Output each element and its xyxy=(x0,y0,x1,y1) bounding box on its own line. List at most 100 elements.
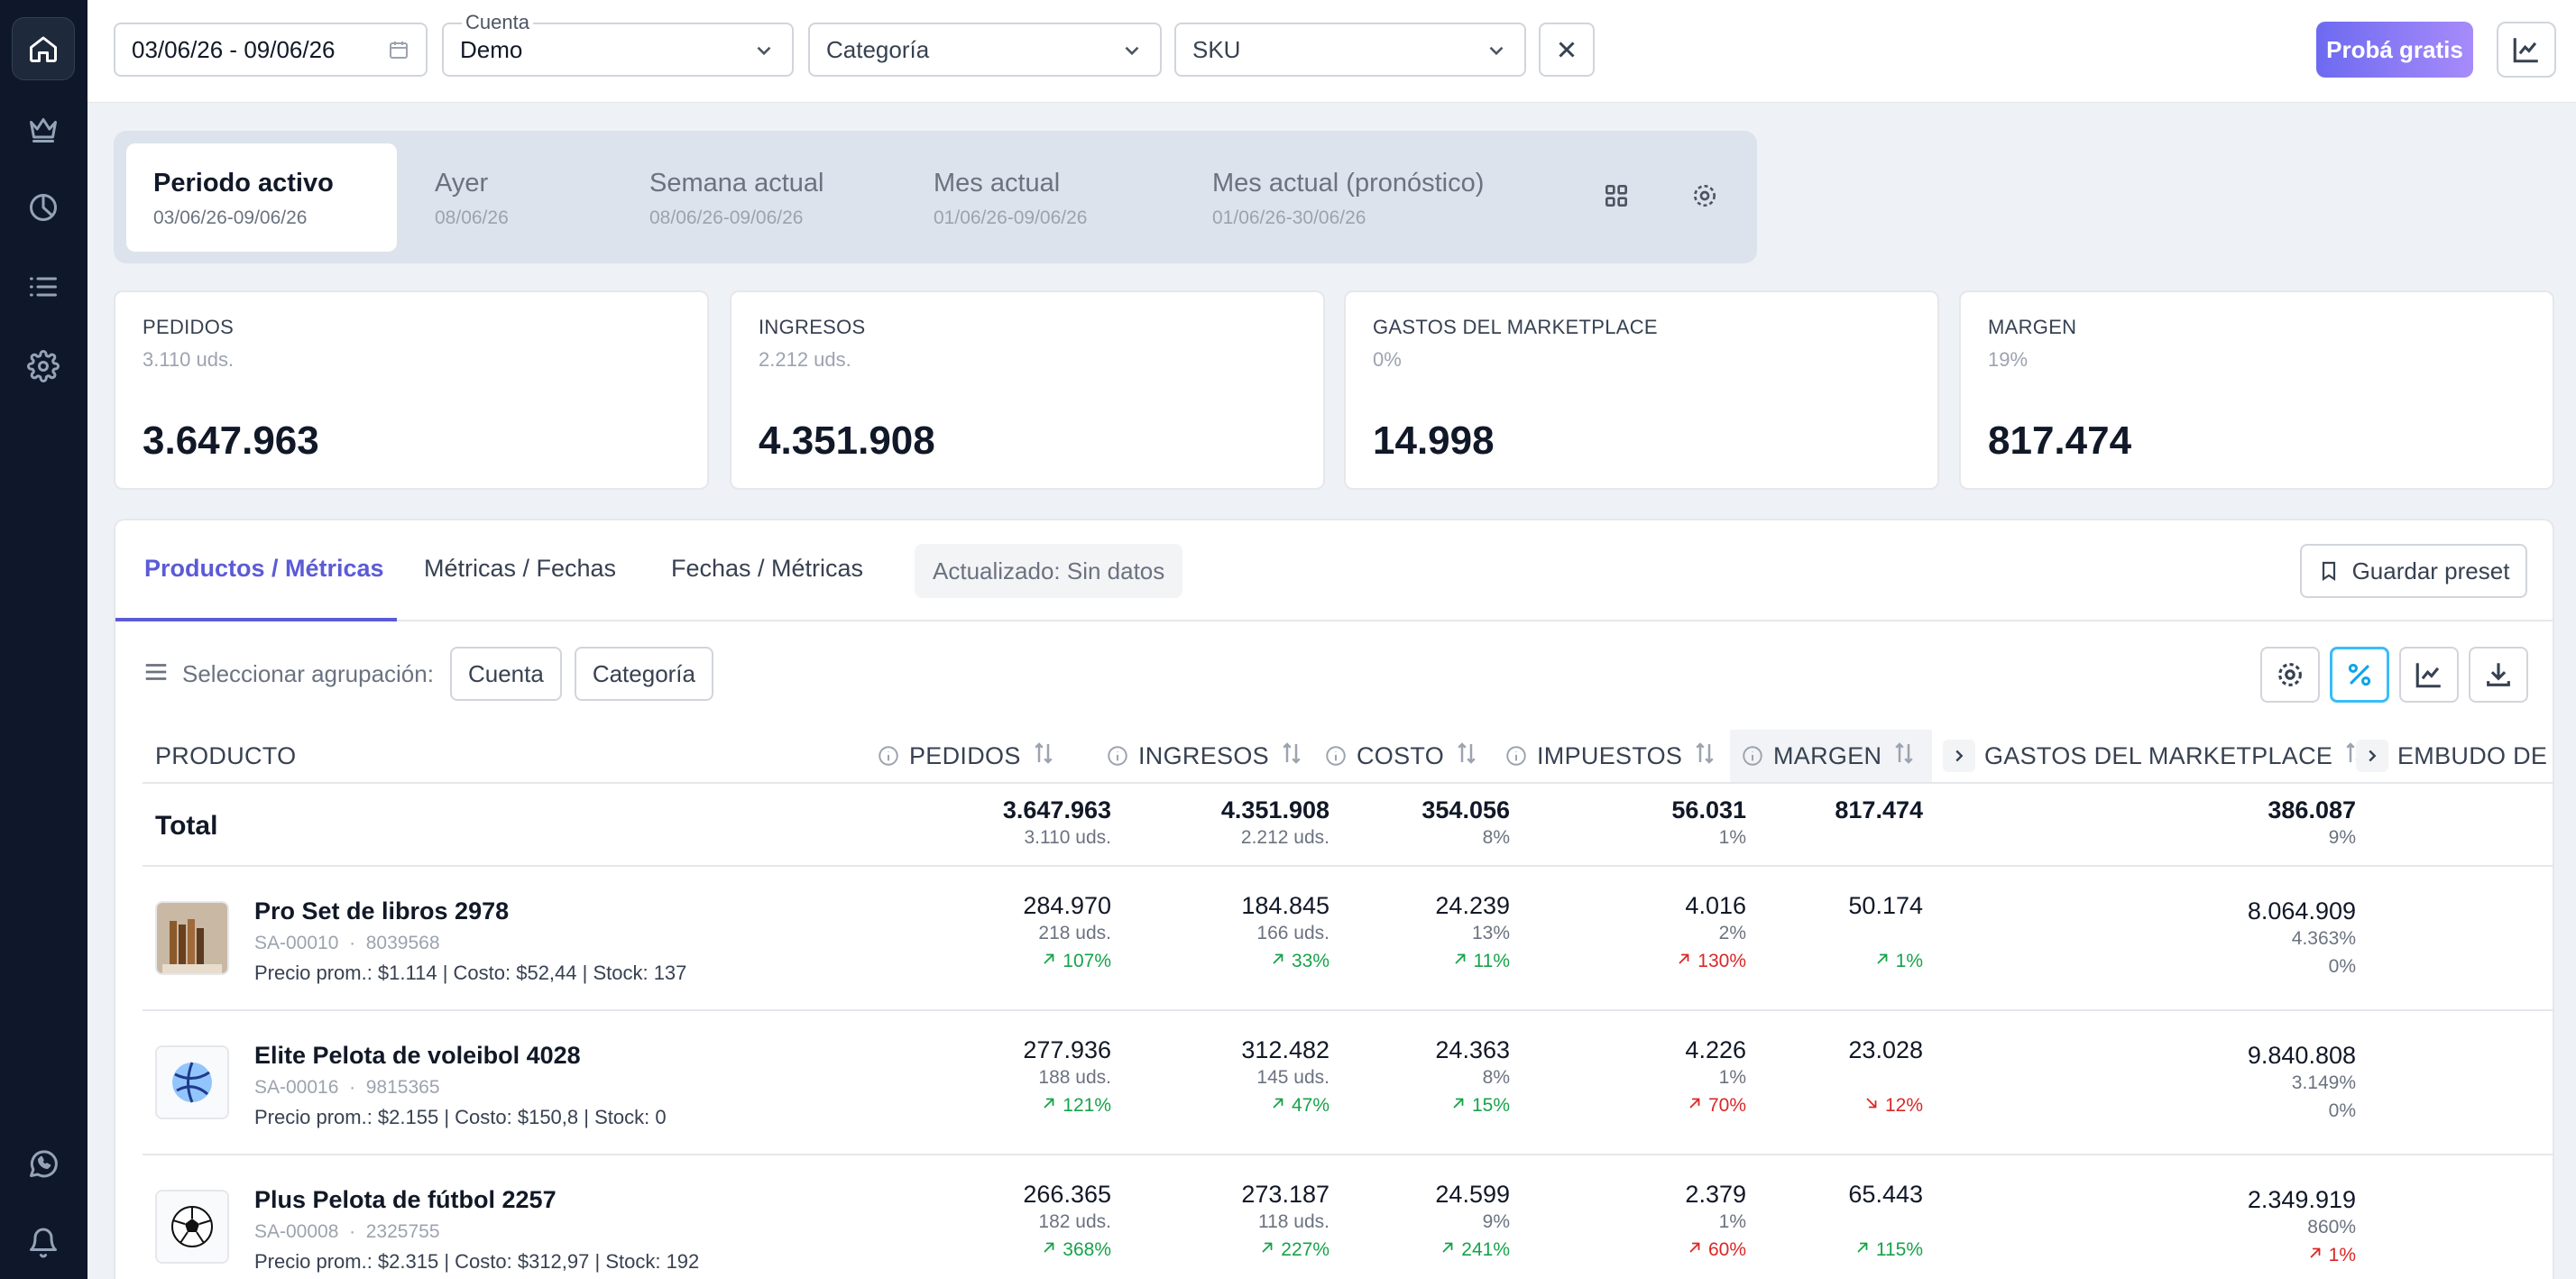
period-title: Periodo activo xyxy=(153,169,334,198)
table-row[interactable]: Elite Pelota de voleibol 4028 SA-00016 · … xyxy=(143,1011,2553,1155)
cell-delta: 368% xyxy=(1023,1239,1111,1261)
product-image-books xyxy=(157,903,227,973)
product-info: Plus Pelota de fútbol 2257 SA-00008 · 232… xyxy=(254,1186,699,1274)
period-active[interactable]: Periodo activo 03/06/26-09/06/26 xyxy=(126,143,397,252)
column-header-orders[interactable]: PEDIDOS xyxy=(877,730,1057,782)
product-name[interactable]: Elite Pelota de voleibol 4028 xyxy=(254,1042,581,1069)
column-label: PRODUCTO xyxy=(155,741,297,769)
product-meta: SA-00010 · 8039568 xyxy=(254,933,440,953)
table-settings-button[interactable] xyxy=(2260,647,2320,703)
product-thumbnail[interactable] xyxy=(155,1045,229,1119)
kpi-value: 4.351.908 xyxy=(759,419,935,463)
sort-icon[interactable] xyxy=(1691,740,1718,773)
expand-column-button[interactable] xyxy=(1943,740,1975,772)
period-month-forecast[interactable]: Mes actual (pronóstico) 01/06/26-30/06/2… xyxy=(1185,143,1511,252)
column-label: INGRESOS xyxy=(1138,741,1269,769)
product-meta: SA-00008 · 2325755 xyxy=(254,1221,440,1242)
delta-value: 1% xyxy=(2328,1245,2356,1265)
cell-delta: 115% xyxy=(1848,1239,1923,1261)
sidebar-item-notifications[interactable] xyxy=(12,1211,75,1274)
info-icon[interactable] xyxy=(877,744,900,768)
delta-value: 241% xyxy=(1461,1239,1510,1260)
cell-sub: 1% xyxy=(1718,827,1746,848)
sidebar-item-whatsapp[interactable] xyxy=(12,1132,75,1195)
sort-icon[interactable] xyxy=(1278,740,1305,773)
delta-value: 121% xyxy=(1063,1095,1111,1116)
delta-value: 60% xyxy=(1707,1239,1746,1260)
product-thumbnail[interactable] xyxy=(155,1190,229,1264)
column-header-funnel[interactable]: EMBUDO DE xyxy=(2356,730,2547,782)
expand-column-button[interactable] xyxy=(2356,740,2388,772)
column-header-cost[interactable]: COSTO xyxy=(1324,730,1480,782)
table-row[interactable]: Plus Pelota de fútbol 2257 SA-00008 · 232… xyxy=(143,1155,2553,1279)
info-icon[interactable] xyxy=(1741,744,1764,768)
delta-value: 33% xyxy=(1291,951,1329,971)
product-image-volleyball xyxy=(157,1047,227,1118)
sidebar-item-settings[interactable] xyxy=(12,335,75,398)
category-select[interactable]: Categoría xyxy=(808,23,1162,77)
sidebar-item-home[interactable] xyxy=(12,17,75,80)
period-current-week[interactable]: Semana actual 08/06/26-09/06/26 xyxy=(622,143,851,252)
chevron-right-icon xyxy=(2369,750,2377,762)
info-icon[interactable] xyxy=(1504,744,1528,768)
cell-sub: 1% xyxy=(1718,1211,1746,1232)
cell-delta: 0% xyxy=(2248,956,2356,978)
period-current-month[interactable]: Mes actual 01/06/26-09/06/26 xyxy=(906,143,1114,252)
calendar-icon xyxy=(388,39,409,67)
cell-value: 2.379 xyxy=(1685,1181,1746,1208)
column-header-revenue[interactable]: INGRESOS xyxy=(1106,730,1305,782)
info-icon[interactable] xyxy=(1324,744,1348,768)
trend-up-icon xyxy=(2307,1245,2323,1266)
sku-select[interactable]: SKU xyxy=(1174,23,1526,77)
table-row[interactable]: Pro Set de libros 2978 SA-00010 · 8039568… xyxy=(143,867,2553,1011)
percent-toggle-button[interactable] xyxy=(2330,647,2389,703)
sort-icon[interactable] xyxy=(2341,740,2369,773)
category-placeholder: Categoría xyxy=(826,35,930,63)
account-select[interactable]: Cuenta Demo xyxy=(442,12,794,77)
trend-up-icon xyxy=(1259,1239,1275,1261)
download-button[interactable] xyxy=(2469,647,2528,703)
sort-icon[interactable] xyxy=(1453,740,1480,773)
sort-icon[interactable] xyxy=(1891,740,1918,773)
tab-metrics-dates[interactable]: Métricas / Fechas xyxy=(424,555,617,582)
table-chart-button[interactable] xyxy=(2399,647,2459,703)
chart-view-button[interactable] xyxy=(2497,22,2556,78)
cell-marketplace: 8.064.909 4.363% 0% xyxy=(2248,897,2356,978)
grid-view-button[interactable] xyxy=(1598,178,1634,214)
trend-up-icon xyxy=(1450,1095,1467,1117)
column-header-product[interactable]: PRODUCTO xyxy=(155,730,296,782)
cell-value: 23.028 xyxy=(1848,1036,1923,1063)
column-header-marketplace-fees[interactable]: GASTOS DEL MARKETPLACE xyxy=(1943,730,2369,782)
kpi-card-revenue: INGRESOS 2.212 uds. 4.351.908 xyxy=(730,290,1325,490)
tab-products-metrics[interactable]: Productos / Métricas xyxy=(144,555,384,582)
product-thumbnail[interactable] xyxy=(155,901,229,975)
cell-margin: 23.028 12% xyxy=(1848,1036,1923,1117)
product-name[interactable]: Pro Set de libros 2978 xyxy=(254,897,510,925)
period-settings-button[interactable] xyxy=(1687,178,1723,214)
column-label: MARGEN xyxy=(1773,741,1882,769)
delta-value: 368% xyxy=(1063,1239,1111,1260)
info-icon[interactable] xyxy=(1106,744,1129,768)
kpi-card-margin: MARGEN 19% 817.474 xyxy=(1959,290,2554,490)
cell-delta: 1% xyxy=(2248,1245,2356,1266)
save-preset-button[interactable]: Guardar preset xyxy=(2300,544,2527,598)
group-chip-account[interactable]: Cuenta xyxy=(449,647,562,701)
report-tabs: Productos / Métricas Métricas / Fechas F… xyxy=(115,520,2553,621)
sidebar-item-list[interactable] xyxy=(12,255,75,318)
period-yesterday[interactable]: Ayer 08/06/26 xyxy=(408,143,536,252)
cell-sub: 13% xyxy=(1471,923,1510,943)
product-name[interactable]: Plus Pelota de fútbol 2257 xyxy=(254,1186,557,1213)
date-range-picker[interactable]: 03/06/26 - 09/06/26 xyxy=(114,23,428,77)
try-free-button[interactable]: Probá gratis xyxy=(2316,22,2473,78)
column-header-margin[interactable]: MARGEN xyxy=(1730,730,1932,782)
chevron-down-icon xyxy=(752,39,776,62)
group-chip-category[interactable]: Categoría xyxy=(574,647,713,701)
kpi-value: 817.474 xyxy=(1988,419,2132,463)
sort-icon[interactable] xyxy=(1030,740,1057,773)
report-card: Productos / Métricas Métricas / Fechas F… xyxy=(114,519,2554,1279)
clear-filters-button[interactable] xyxy=(1539,23,1595,77)
sidebar-item-premium[interactable] xyxy=(12,97,75,161)
column-header-taxes[interactable]: IMPUESTOS xyxy=(1504,730,1718,782)
tab-dates-metrics[interactable]: Fechas / Métricas xyxy=(671,555,864,582)
sidebar-item-analytics[interactable] xyxy=(12,176,75,239)
